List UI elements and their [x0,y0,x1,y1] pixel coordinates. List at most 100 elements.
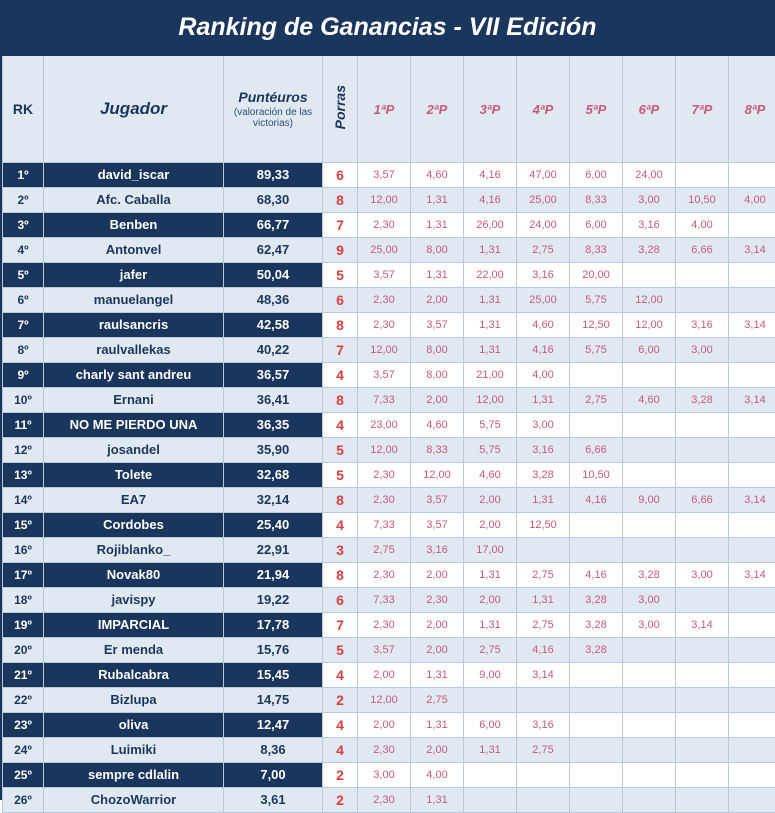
cell-p3: 2,00 [464,513,517,538]
cell-porras: 6 [323,588,358,613]
cell-p6: 3,28 [623,563,676,588]
table-row: 14ºEA732,1482,303,572,001,314,169,006,66… [3,488,775,513]
cell-porras: 3 [323,538,358,563]
cell-p7 [676,363,729,388]
cell-p5 [570,713,623,738]
cell-p3: 1,31 [464,613,517,638]
cell-porras: 4 [323,413,358,438]
cell-p8: 3,14 [729,313,775,338]
cell-p1: 23,00 [358,413,411,438]
cell-p7 [676,588,729,613]
cell-p7: 3,28 [676,388,729,413]
cell-rank: 12º [3,438,44,463]
cell-p4: 3,16 [517,263,570,288]
cell-player: david_iscar [44,163,224,188]
cell-p2: 2,00 [411,613,464,638]
col-porras: Porras [323,55,358,163]
cell-p3: 1,31 [464,288,517,313]
cell-player: Cordobes [44,513,224,538]
cell-p6: 24,00 [623,163,676,188]
cell-p5: 6,00 [570,163,623,188]
cell-player: raulsancris [44,313,224,338]
cell-porras: 8 [323,563,358,588]
cell-p7 [676,288,729,313]
cell-p3: 9,00 [464,663,517,688]
cell-player: javispy [44,588,224,613]
cell-p1: 2,30 [358,213,411,238]
cell-p1: 3,57 [358,163,411,188]
cell-p5: 6,66 [570,438,623,463]
cell-p8 [729,288,775,313]
cell-p8 [729,688,775,713]
cell-p8 [729,763,775,788]
cell-punteuros: 35,90 [224,438,323,463]
cell-p3: 22,00 [464,263,517,288]
cell-porras: 8 [323,488,358,513]
cell-rank: 6º [3,288,44,313]
cell-p7 [676,413,729,438]
cell-p1: 7,33 [358,588,411,613]
cell-porras: 5 [323,638,358,663]
cell-rank: 1º [3,163,44,188]
cell-rank: 24º [3,738,44,763]
cell-player: raulvallekas [44,338,224,363]
cell-p6: 12,00 [623,288,676,313]
cell-p2: 8,00 [411,338,464,363]
cell-player: Ernani [44,388,224,413]
cell-rank: 19º [3,613,44,638]
cell-p4: 47,00 [517,163,570,188]
cell-p3: 2,00 [464,488,517,513]
cell-p8: 3,14 [729,238,775,263]
cell-p5: 10,50 [570,463,623,488]
cell-porras: 7 [323,613,358,638]
cell-punteuros: 21,94 [224,563,323,588]
cell-p3: 2,75 [464,638,517,663]
cell-p4: 2,75 [517,738,570,763]
cell-p2: 2,75 [411,688,464,713]
cell-p4: 24,00 [517,213,570,238]
cell-punteuros: 32,14 [224,488,323,513]
cell-p1: 2,30 [358,613,411,638]
cell-rank: 22º [3,688,44,713]
table-row: 21ºRubalcabra15,4542,001,319,003,14 [3,663,775,688]
table-row: 24ºLuimiki8,3642,302,001,312,75 [3,738,775,763]
cell-p7: 6,66 [676,488,729,513]
cell-p3 [464,788,517,813]
table-row: 19ºIMPARCIAL17,7872,302,001,312,753,283,… [3,613,775,638]
cell-rank: 14º [3,488,44,513]
cell-p1: 2,30 [358,463,411,488]
cell-p6: 12,00 [623,313,676,338]
cell-porras: 4 [323,738,358,763]
cell-p6 [623,538,676,563]
cell-p8 [729,538,775,563]
cell-p7 [676,463,729,488]
cell-p4 [517,763,570,788]
cell-p7: 4,00 [676,213,729,238]
cell-p8 [729,663,775,688]
cell-p7: 10,50 [676,188,729,213]
table-row: 12ºjosandel35,90512,008,335,753,166,66 [3,438,775,463]
cell-p1: 2,30 [358,313,411,338]
cell-punteuros: 15,45 [224,663,323,688]
cell-p1: 2,30 [358,563,411,588]
cell-player: Bizlupa [44,688,224,713]
table-row: 1ºdavid_iscar89,3363,574,604,1647,006,00… [3,163,775,188]
cell-porras: 2 [323,763,358,788]
cell-p8 [729,738,775,763]
cell-p1: 2,30 [358,488,411,513]
cell-p4: 4,60 [517,313,570,338]
col-punteuros: Puntéuros (valoración de las victorias) [224,55,323,163]
cell-rank: 4º [3,238,44,263]
cell-p7 [676,263,729,288]
cell-rank: 25º [3,763,44,788]
cell-rank: 7º [3,313,44,338]
cell-p7 [676,163,729,188]
cell-p8 [729,463,775,488]
cell-p8 [729,513,775,538]
cell-p6 [623,463,676,488]
cell-player: jafer [44,263,224,288]
cell-p1: 2,00 [358,663,411,688]
cell-p1: 7,33 [358,513,411,538]
cell-p5: 5,75 [570,338,623,363]
table-row: 4ºAntonvel62,47925,008,001,312,758,333,2… [3,238,775,263]
